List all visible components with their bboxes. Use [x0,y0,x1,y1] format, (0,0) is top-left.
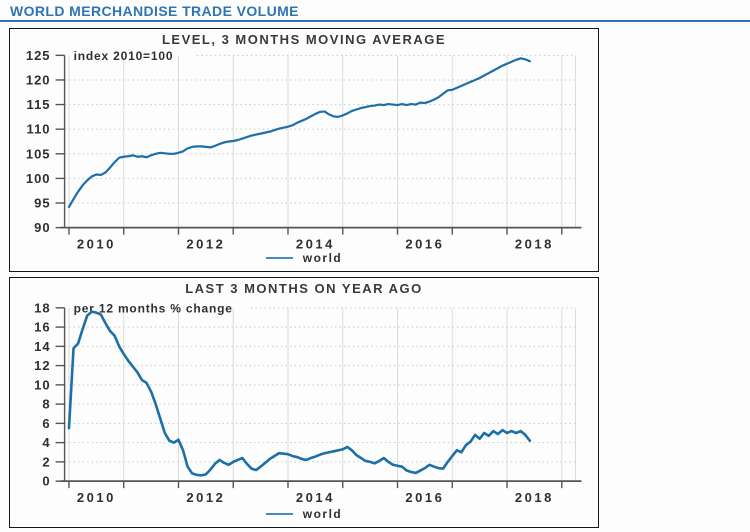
yoy-chart-legend: world [10,507,598,521]
legend-label: world [302,251,343,265]
svg-text:2012: 2012 [186,490,225,505]
svg-text:105: 105 [26,146,51,161]
svg-text:120: 120 [26,72,51,87]
svg-text:95: 95 [34,196,50,211]
svg-text:12: 12 [34,358,50,373]
svg-text:2012: 2012 [186,237,225,252]
svg-text:2016: 2016 [405,490,444,505]
svg-text:16: 16 [34,320,50,335]
svg-text:0: 0 [42,474,50,489]
level-chart-legend: world [10,251,598,265]
legend-label: world [302,507,343,521]
svg-text:115: 115 [27,97,51,112]
svg-text:2010: 2010 [77,237,116,252]
svg-text:90: 90 [34,220,50,235]
yoy-chart-panel: LAST 3 MONTHS ON YEAR AGO 0 2 4 6 8 10 12 14 16 1… [9,277,599,528]
svg-text:125: 125 [26,48,51,63]
yoy-chart-plot: 0 2 4 6 8 10 12 14 16 18 2010 2012 2014 2016 2018 per 1… [34,300,582,505]
page-header: WORLD MERCHANDISE TRADE VOLUME [0,0,750,22]
svg-text:index 2010=100: index 2010=100 [74,49,174,63]
level-chart-panel: LEVEL, 3 MONTHS MOVING AVERAGE 90 95 100 10… [9,28,599,272]
svg-text:100: 100 [26,171,51,186]
level-chart-title: LEVEL, 3 MONTHS MOVING AVERAGE [161,32,447,47]
svg-text:14: 14 [34,339,50,354]
svg-text:2: 2 [42,454,50,469]
svg-text:per 12 months % change: per 12 months % change [74,301,233,315]
svg-text:110: 110 [27,122,51,137]
svg-text:4: 4 [42,435,50,450]
yoy-chart-title: LAST 3 MONTHS ON YEAR AGO [185,281,423,296]
svg-text:18: 18 [34,300,50,315]
svg-text:2016: 2016 [405,237,444,252]
svg-text:2014: 2014 [296,490,335,505]
page-title: WORLD MERCHANDISE TRADE VOLUME [10,3,299,19]
svg-text:8: 8 [42,397,50,412]
level-chart-plot: 90 95 100 105 110 115 120 125 2010 2012 2014 2016 20… [26,48,582,252]
legend-line-swatch [265,513,293,515]
svg-text:6: 6 [42,416,50,431]
svg-text:2018: 2018 [515,490,554,505]
legend-line-swatch [265,257,293,259]
svg-text:10: 10 [34,377,50,392]
svg-text:2014: 2014 [296,237,335,252]
svg-text:2010: 2010 [77,490,116,505]
svg-text:2018: 2018 [515,237,554,252]
